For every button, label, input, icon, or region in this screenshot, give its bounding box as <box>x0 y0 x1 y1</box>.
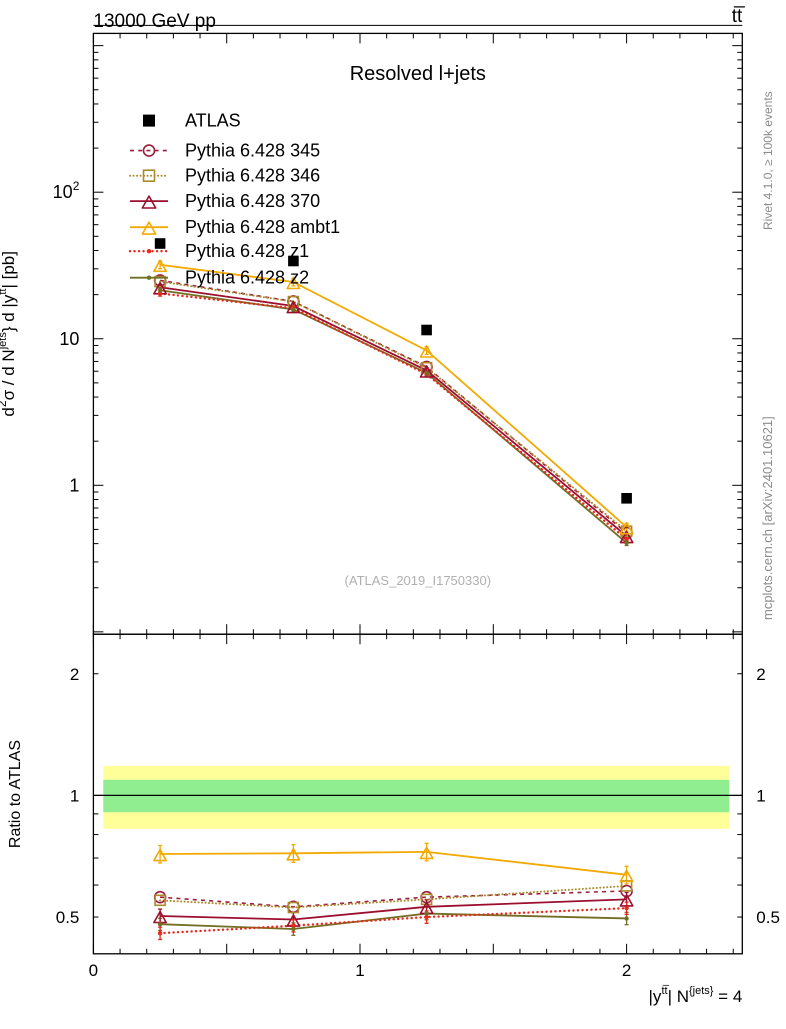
svg-text:1: 1 <box>70 786 79 805</box>
svg-text:Resolved l+jets: Resolved l+jets <box>350 63 486 85</box>
svg-text:0.5: 0.5 <box>56 908 80 927</box>
svg-text:mcplots.cern.ch [arXiv:2401.10: mcplots.cern.ch [arXiv:2401.10621] <box>760 416 775 620</box>
svg-text:2: 2 <box>756 665 765 684</box>
svg-text:Rivet 4.1.0, ≥ 100k events: Rivet 4.1.0, ≥ 100k events <box>761 91 775 230</box>
svg-text:ATLAS: ATLAS <box>185 111 241 131</box>
svg-text:Pythia 6.428 z2: Pythia 6.428 z2 <box>185 268 309 288</box>
svg-text:1: 1 <box>355 961 364 980</box>
svg-text:0.5: 0.5 <box>756 908 780 927</box>
svg-text:1: 1 <box>756 786 765 805</box>
svg-text:(ATLAS_2019_I1750330): (ATLAS_2019_I1750330) <box>345 573 491 588</box>
svg-text:1: 1 <box>69 475 79 495</box>
svg-text:2: 2 <box>622 961 631 980</box>
svg-text:Pythia 6.428 z1: Pythia 6.428 z1 <box>185 241 309 261</box>
svg-text:Pythia 6.428 345: Pythia 6.428 345 <box>185 141 320 161</box>
svg-text:Pythia 6.428 370: Pythia 6.428 370 <box>185 191 320 211</box>
svg-text:2: 2 <box>70 665 79 684</box>
svg-text:Ratio to ATLAS: Ratio to ATLAS <box>7 740 24 848</box>
svg-text:Pythia 6.428 346: Pythia 6.428 346 <box>185 166 320 186</box>
svg-text:0: 0 <box>89 961 98 980</box>
svg-text:Pythia 6.428 ambt1: Pythia 6.428 ambt1 <box>185 217 340 237</box>
svg-text:13000 GeV pp: 13000 GeV pp <box>93 11 216 32</box>
svg-text:10: 10 <box>59 329 79 349</box>
